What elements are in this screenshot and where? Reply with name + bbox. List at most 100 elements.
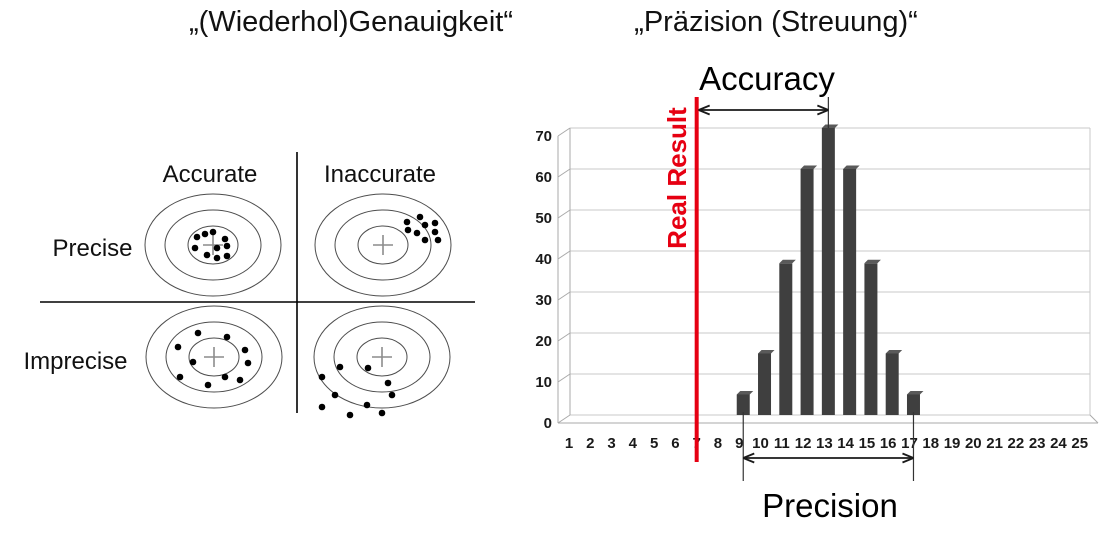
shot-dot	[213, 244, 221, 252]
x-tick-label: 5	[650, 435, 658, 452]
shot-dot	[236, 376, 244, 384]
shot-dot	[378, 409, 386, 417]
wall-bevel	[557, 209, 571, 219]
shot-dot	[193, 233, 201, 241]
left-panel-title: „(Wiederhol)Genauigkeit“	[189, 6, 513, 38]
y-tick-label: 20	[535, 333, 552, 350]
target-ring	[164, 209, 262, 281]
bar-13	[821, 128, 835, 415]
shot-dot	[318, 373, 326, 381]
target-ring	[334, 209, 432, 281]
wall-bevel	[557, 332, 571, 342]
shot-dot	[204, 381, 212, 389]
target-ring	[356, 337, 408, 377]
x-tick-label: 24	[1050, 435, 1067, 452]
x-tick-label: 25	[1071, 435, 1088, 452]
x-tick-label: 20	[965, 435, 982, 452]
shot-dot	[174, 343, 182, 351]
shot-dot	[244, 359, 252, 367]
wall-bevel	[557, 291, 571, 301]
shot-dot	[388, 391, 396, 399]
target-ring	[165, 321, 263, 393]
bar-9	[736, 394, 750, 415]
wall-bevel	[557, 168, 571, 178]
shot-dot	[221, 235, 229, 243]
row-label-imprecise: Imprecise	[23, 348, 128, 375]
shot-dot	[209, 228, 217, 236]
shot-dot	[431, 228, 439, 236]
precision-annotation-label: Precision	[762, 487, 898, 524]
bar-series	[736, 124, 924, 415]
shot-dot	[434, 236, 442, 244]
x-tick-label: 6	[671, 435, 679, 452]
x-tick-label: 9	[735, 435, 743, 452]
target-ring	[144, 193, 282, 297]
shot-dot	[416, 213, 424, 221]
shot-dot	[176, 373, 184, 381]
accuracy-annotation	[698, 97, 829, 128]
bar-10	[758, 353, 772, 415]
bar-17	[906, 394, 920, 415]
real-result-label: Real Result	[662, 107, 692, 249]
x-tick-label: 1	[565, 435, 573, 452]
target-ring	[314, 193, 452, 297]
bar-top-17	[906, 391, 924, 395]
y-tick-label: 50	[535, 210, 552, 227]
bar-chart: 0102030405060701234567891011121314151617…	[535, 97, 1099, 481]
bar-top-13	[821, 124, 839, 128]
bar-14	[843, 169, 857, 415]
row-label-precise: Precise	[52, 235, 133, 262]
y-tick-label: 0	[544, 415, 552, 432]
bar-12	[800, 169, 814, 415]
y-tick-label: 60	[535, 169, 552, 186]
x-tick-label: 3	[607, 435, 615, 452]
y-tick-label: 30	[535, 292, 552, 309]
shot-dot	[384, 379, 392, 387]
wall-bevel	[557, 250, 571, 260]
shot-dot	[318, 403, 326, 411]
precision-annotation	[742, 412, 915, 481]
shot-dot	[189, 358, 197, 366]
x-tick-label: 23	[1029, 435, 1046, 452]
x-tick-label: 10	[752, 435, 769, 452]
shot-dot	[223, 242, 231, 250]
shot-dot	[421, 236, 429, 244]
x-tick-label: 11	[774, 435, 790, 452]
shot-dot	[404, 226, 412, 234]
shot-dot	[403, 218, 411, 226]
shot-dot	[191, 244, 199, 252]
shot-dot	[223, 252, 231, 260]
x-tick-label: 12	[795, 435, 812, 452]
target-ring	[188, 337, 240, 377]
bar-11	[779, 263, 793, 415]
target-ring	[187, 225, 239, 265]
x-tick-label: 13	[816, 435, 833, 452]
wall-bevel	[557, 373, 571, 383]
shot-dot	[223, 333, 231, 341]
bar-top-9	[736, 391, 754, 395]
target-ring	[145, 305, 283, 409]
column-label-accurate: Accurate	[162, 161, 258, 188]
shot-dot	[336, 363, 344, 371]
x-tick-label: 4	[629, 435, 638, 452]
bar-top-16	[885, 350, 903, 354]
wall-bevel	[557, 414, 571, 424]
target-precise-accurate	[144, 193, 282, 297]
shot-dot	[346, 411, 354, 419]
shot-dot	[241, 346, 249, 354]
x-tick-label: 19	[944, 435, 961, 452]
shot-dot	[363, 401, 371, 409]
shot-dot	[203, 251, 211, 259]
shot-dot	[331, 391, 339, 399]
bar-top-14	[843, 165, 860, 169]
x-tick-label: 18	[922, 435, 939, 452]
x-tick-label: 14	[837, 435, 854, 452]
bar-15	[864, 263, 878, 415]
shot-dot	[221, 373, 229, 381]
accuracy-annotation-label: Accuracy	[699, 60, 835, 97]
right-panel-title: „Präzision (Streuung)“	[634, 6, 918, 38]
target-imprecise-inaccurate	[313, 305, 451, 419]
target-imprecise-accurate	[145, 305, 283, 409]
quadrant-diagram	[40, 152, 475, 419]
